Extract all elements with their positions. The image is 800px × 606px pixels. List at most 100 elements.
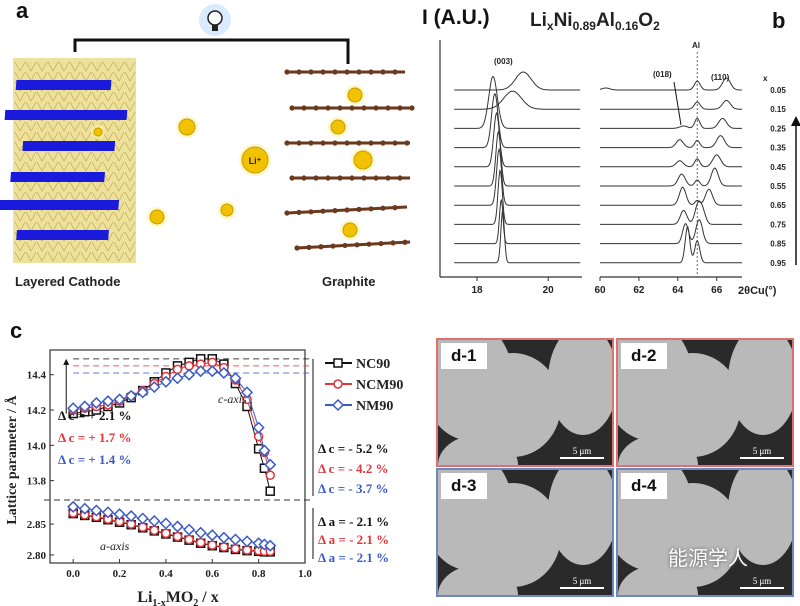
octahedron-edge [113, 231, 125, 242]
data-point-NM90 [136, 386, 149, 399]
data-point-NM90 [217, 531, 230, 544]
octahedron-edge [124, 231, 136, 242]
octahedron-edge [58, 181, 70, 192]
li-ion [93, 127, 103, 137]
octahedron-edge [124, 251, 136, 262]
octahedron-edge [124, 181, 136, 192]
carbon-atom [368, 69, 374, 75]
data-point-NCM90 [230, 544, 241, 554]
scale-bar-label: 5 μm [572, 576, 592, 586]
octahedron-edge [36, 151, 48, 162]
legend-label: NC90 [356, 357, 390, 372]
octahedron-edge [91, 161, 103, 172]
x-axis-label: 2θCu(°) [738, 285, 777, 297]
data-point-NM90 [125, 389, 138, 402]
data-point-NCM90 [184, 534, 194, 545]
bracket-line [73, 38, 350, 64]
data-point-NM90 [148, 380, 161, 394]
octahedron-edge [124, 61, 136, 72]
carbon-atom [296, 209, 302, 215]
data-point-NM90 [183, 523, 196, 536]
octahedron-edge [113, 71, 125, 82]
transition-metal-slab [22, 141, 116, 151]
data-point-NM90 [125, 509, 138, 523]
octahedron-edge [36, 121, 48, 132]
octahedron-edge [91, 91, 103, 102]
carbon-atom [344, 207, 350, 213]
carbon-atom [380, 69, 386, 75]
delta-a-contraction: Δ a = - 2.1 % [318, 532, 389, 547]
octahedron-edge [124, 71, 136, 82]
octahedron-edge [58, 241, 70, 252]
carbon-atom [313, 175, 319, 181]
carbon-atom [385, 175, 391, 181]
data-point-NM90 [229, 533, 242, 546]
octahedron-edge [80, 61, 92, 72]
carbon-atom [397, 105, 403, 111]
octahedron-edge [113, 81, 125, 92]
octahedron-edge [124, 191, 136, 202]
carbon-atom [349, 175, 355, 181]
octahedron-edge [36, 61, 48, 72]
x-tick-label: 0.6 [205, 568, 219, 580]
delta-c-expansion: Δ c = + 2.1 % [58, 408, 132, 423]
image-label: d-2 [621, 343, 667, 369]
octahedron-edge [69, 241, 81, 252]
octahedron-edge [80, 241, 92, 252]
octahedron-edge [102, 151, 114, 162]
octahedron-edge [36, 181, 48, 192]
data-point-NM90 [229, 372, 242, 385]
data-point-NCM90 [172, 531, 183, 542]
y-tick-label: 2.80 [27, 550, 47, 562]
octahedron-edge [113, 211, 125, 222]
carbon-atom [404, 140, 410, 146]
octahedron-edge [124, 91, 136, 102]
data-point-NM90 [159, 517, 172, 530]
octahedron-edge [124, 121, 136, 132]
y-tick-label: 14.0 [27, 440, 47, 452]
data-point-NCM90 [265, 470, 275, 481]
carbon-atom [320, 140, 326, 146]
scale-bar-label: 5 μm [752, 446, 772, 456]
octahedron-edge [80, 251, 92, 262]
data-point-NC90 [333, 358, 343, 368]
octahedron-edge [14, 161, 26, 172]
octahedron-edge [124, 161, 136, 172]
y-tick-label: 2.85 [27, 519, 47, 531]
octahedron-edge [80, 91, 92, 102]
carbon-atom [380, 140, 386, 146]
data-point-NCM90 [161, 528, 171, 539]
octahedron-edge [25, 241, 37, 252]
panel-b-label: b [772, 8, 785, 33]
data-point-NM90 [101, 395, 115, 408]
carbon-atom [378, 240, 384, 247]
octahedron-edge [14, 181, 26, 192]
carbon-atom [361, 105, 367, 111]
watermark: 能源学人 [668, 548, 748, 570]
octahedron-edge [102, 161, 114, 172]
data-point-NM90 [252, 421, 265, 434]
data-point-NM90 [264, 539, 277, 552]
octahedron-edge [113, 121, 125, 132]
octahedron-edge [25, 151, 37, 162]
octahedron-edge [124, 171, 136, 182]
carbon-atom [385, 105, 391, 111]
data-point-NM90 [136, 512, 149, 525]
li-ion [178, 118, 196, 136]
octahedron-edge [47, 61, 59, 72]
li-ion [353, 150, 373, 170]
octahedron-edge [69, 211, 81, 222]
octahedron-edge [25, 91, 37, 102]
x-value-label: 0.35 [770, 144, 786, 153]
octahedron-edge [69, 151, 81, 162]
carbon-atom [289, 105, 295, 111]
y-axis-label: Lattice parameter / Å [4, 395, 20, 525]
carbon-atom [289, 175, 295, 181]
y-tick-label: 13.8 [27, 476, 47, 488]
x-axis-label: Li1-xMO2 / x [137, 589, 218, 606]
carbon-atom [344, 140, 350, 146]
data-point-NM90 [217, 366, 230, 380]
scale-bar: 5 μm [740, 576, 784, 589]
carbon-atom [397, 175, 403, 181]
octahedron-edge [36, 91, 48, 102]
